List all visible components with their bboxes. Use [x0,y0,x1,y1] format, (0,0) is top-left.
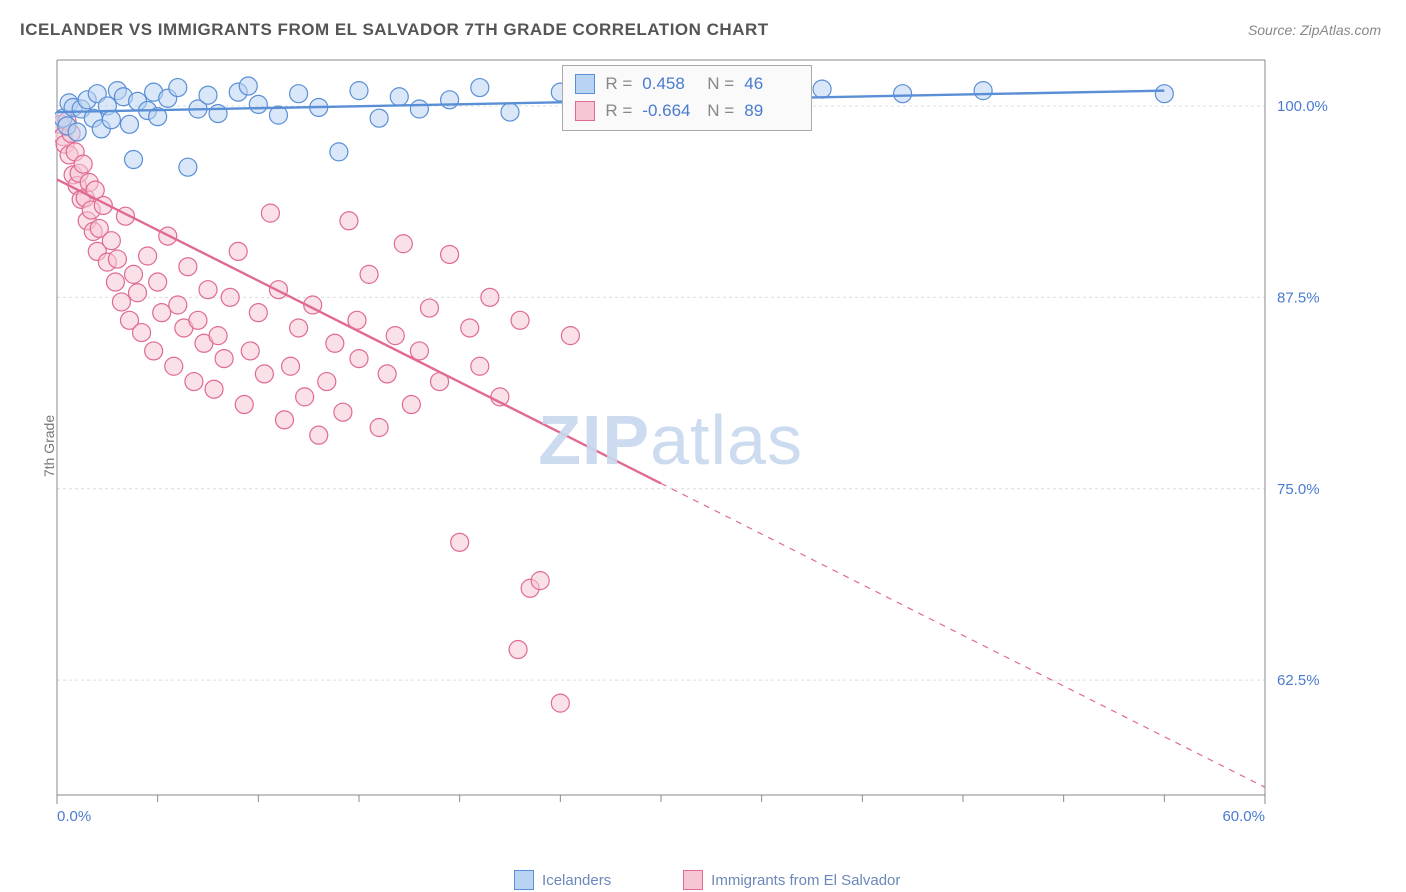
svg-text:75.0%: 75.0% [1277,481,1320,498]
legend-icelanders: Icelanders [514,870,611,890]
stats-n-value-2: 89 [744,97,799,124]
stats-n-label: N = [707,70,734,97]
svg-text:87.5%: 87.5% [1277,289,1320,306]
stats-n-label-2: N = [707,97,734,124]
svg-text:0.0%: 0.0% [57,808,91,825]
legend-elsalvador: Immigrants from El Salvador [683,870,900,890]
legend-swatch-elsalvador [683,870,703,890]
legend-label-elsalvador: Immigrants from El Salvador [711,872,900,889]
legend-swatch-icelanders [514,870,534,890]
stats-r-label: R = [605,70,632,97]
swatch-icelanders [575,74,595,94]
stats-r-label-2: R = [605,97,632,124]
stats-row-elsalvador: R = -0.664 N = 89 [575,97,799,124]
svg-text:100.0%: 100.0% [1277,98,1328,115]
chart-title: ICELANDER VS IMMIGRANTS FROM EL SALVADOR… [20,20,769,40]
swatch-elsalvador [575,101,595,121]
stats-r-value-2: -0.664 [642,97,697,124]
svg-text:60.0%: 60.0% [1222,808,1265,825]
stats-row-icelanders: R = 0.458 N = 46 [575,70,799,97]
stats-n-value-1: 46 [744,70,799,97]
stats-legend-box: R = 0.458 N = 46 R = -0.664 N = 89 [562,65,812,131]
stats-r-value-1: 0.458 [642,70,697,97]
legend-label-icelanders: Icelanders [542,872,611,889]
source-label: Source: ZipAtlas.com [1248,22,1381,38]
svg-text:62.5%: 62.5% [1277,672,1320,689]
scatter-plot: 62.5% 75.0% 87.5% 100.0% 0.0% 60.0% [55,55,1335,835]
